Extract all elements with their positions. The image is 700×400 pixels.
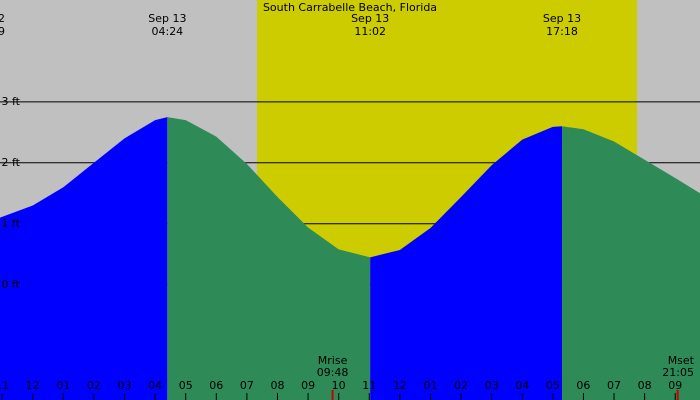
x-tick-label: 08 bbox=[638, 379, 652, 392]
extreme-time: 04:24 bbox=[151, 25, 183, 38]
x-tick-label: 05 bbox=[546, 379, 560, 392]
tide-area bbox=[370, 126, 563, 400]
x-tick-label: 05 bbox=[179, 379, 193, 392]
x-tick-label: 01 bbox=[423, 379, 437, 392]
x-tick-label: 02 bbox=[454, 379, 468, 392]
extreme-date: Sep 13 bbox=[351, 12, 389, 25]
x-tick-label: 03 bbox=[485, 379, 499, 392]
tide-area bbox=[562, 126, 700, 400]
x-tick-label: 01 bbox=[56, 379, 70, 392]
extreme-date: Sep 13 bbox=[543, 12, 581, 25]
moon-label: Mrise bbox=[318, 354, 348, 367]
chart-title: South Carrabelle Beach, Florida bbox=[263, 1, 437, 14]
x-tick-label: 12 bbox=[393, 379, 407, 392]
x-tick-label: 09 bbox=[668, 379, 682, 392]
extreme-time: 9 bbox=[0, 25, 5, 38]
x-tick-label: 03 bbox=[118, 379, 132, 392]
x-tick-label: 11 bbox=[0, 379, 9, 392]
moon-time: 09:48 bbox=[317, 366, 349, 379]
x-tick-label: 06 bbox=[576, 379, 590, 392]
x-tick-label: 04 bbox=[148, 379, 162, 392]
y-tick-label: 3 ft bbox=[2, 95, 21, 108]
y-tick-label: 0 ft bbox=[2, 278, 21, 291]
moon-time: 21:05 bbox=[662, 366, 694, 379]
x-tick-label: 07 bbox=[607, 379, 621, 392]
extreme-date: 2 bbox=[0, 12, 5, 25]
x-tick-label: 06 bbox=[209, 379, 223, 392]
extreme-date: Sep 13 bbox=[148, 12, 186, 25]
x-tick-label: 02 bbox=[87, 379, 101, 392]
x-tick-label: 11 bbox=[362, 379, 376, 392]
y-tick-label: 1 ft bbox=[2, 217, 21, 230]
x-tick-label: 08 bbox=[270, 379, 284, 392]
x-tick-label: 12 bbox=[26, 379, 40, 392]
extreme-time: 11:02 bbox=[354, 25, 386, 38]
x-tick-label: 09 bbox=[301, 379, 315, 392]
moon-label: Mset bbox=[668, 354, 695, 367]
x-tick-label: 04 bbox=[515, 379, 529, 392]
x-tick-label: 07 bbox=[240, 379, 254, 392]
y-tick-label: 2 ft bbox=[2, 156, 21, 169]
x-tick-label: 10 bbox=[332, 379, 346, 392]
tide-area bbox=[167, 117, 371, 400]
extreme-time: 17:18 bbox=[546, 25, 578, 38]
tide-area bbox=[0, 117, 168, 400]
